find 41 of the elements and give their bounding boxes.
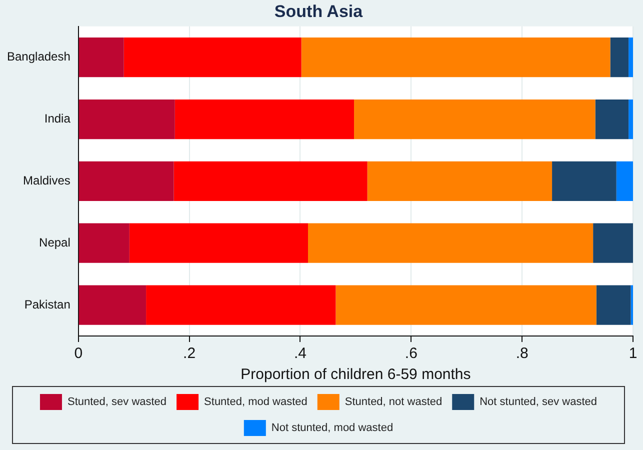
bar	[308, 223, 594, 263]
bar	[78, 161, 174, 202]
x-tick-label: .4	[294, 345, 306, 362]
bar	[610, 38, 629, 78]
bar	[78, 99, 175, 140]
bar	[78, 285, 146, 325]
bar	[367, 161, 552, 202]
bar	[628, 99, 633, 140]
bar	[146, 285, 336, 325]
legend-label: Stunted, not wasted	[344, 396, 442, 408]
y-tick-label: Pakistan	[24, 297, 70, 312]
legend-label: Not stunted, mod wasted	[271, 422, 394, 434]
bar	[78, 223, 130, 263]
y-tick-label: Bangladesh	[6, 50, 70, 64]
x-axis-title: Proportion of children 6-59 months	[240, 366, 471, 384]
bar	[336, 285, 596, 325]
bar	[78, 38, 124, 78]
x-tick-label: .8	[516, 345, 528, 362]
bar	[174, 161, 368, 202]
x-tick-label: .2	[183, 345, 196, 362]
bar	[174, 99, 354, 140]
bar	[596, 285, 631, 325]
y-tick-label: India	[44, 112, 71, 126]
bar	[616, 161, 633, 202]
x-tick-label: 0	[74, 345, 83, 362]
legend-label: Stunted, sev wasted	[67, 396, 167, 408]
y-tick-label: Nepal	[39, 235, 70, 250]
bar	[628, 38, 633, 78]
bar	[593, 223, 633, 263]
chart-title: South Asia	[274, 2, 364, 21]
x-tick-label: 1	[628, 345, 638, 362]
legend-label: Stunted, mod wasted	[204, 396, 308, 408]
x-tick-label: .6	[404, 345, 418, 362]
bar	[124, 38, 302, 78]
bar	[301, 38, 610, 78]
legend-label: Not stunted, sev wasted	[480, 396, 598, 408]
bar	[552, 161, 616, 202]
y-tick-label: Maldives	[23, 174, 70, 188]
bar	[129, 223, 308, 263]
bar	[354, 99, 596, 140]
bar	[595, 99, 629, 140]
